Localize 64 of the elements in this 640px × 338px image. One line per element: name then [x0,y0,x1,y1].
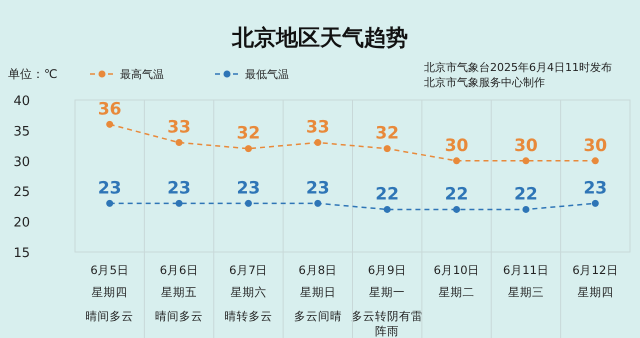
text: 星期二 [438,285,476,300]
data-label: 33 [167,118,191,138]
data-label: 23 [98,178,122,198]
text: 多云间晴 [294,309,342,323]
data-label: 36 [98,99,122,120]
point [106,200,114,207]
text: 晴转多云 [223,309,274,324]
data-label: 30 [583,136,608,156]
text: 星期三 [506,285,545,300]
text: 晴间多云 [84,309,135,324]
data-label: 32 [236,124,260,144]
text: 星期五 [160,285,198,300]
point [314,139,322,146]
point [384,145,391,152]
data-label: 23 [583,178,608,198]
x-tick-label: 6月7日 [229,263,268,277]
text: 星期六 [229,285,268,300]
point [384,206,391,213]
x-tick-label: 6月5日 [90,263,130,277]
x-tick-label: 6月12日 [572,263,618,277]
point [522,157,530,164]
x-tick-label: 6月6日 [160,263,198,277]
point [314,200,322,207]
text: 星期四 [90,285,129,300]
x-tick-label: 6月8日 [298,263,338,277]
data-label: 22 [514,184,538,204]
point [244,200,252,207]
text: 星期一 [368,285,406,300]
legend-label: 最低气温 [245,68,289,81]
data-label: 23 [236,178,260,198]
data-label: 23 [306,178,330,198]
point [453,157,460,164]
data-label: 32 [375,124,400,144]
point [592,157,599,164]
point [106,120,114,128]
point [176,139,183,146]
data-label: 30 [514,136,538,156]
point [592,200,599,207]
text: 北京市气象服务中心制作 [424,76,545,89]
legend-label: 最高气温 [120,68,164,81]
x-tick-label: 6月10日 [434,263,480,277]
data-label: 22 [375,184,400,204]
y-axis-title: 单位：℃ [8,67,58,81]
y-tick-label: 15 [13,246,30,261]
data-label: 23 [167,178,191,198]
point [522,206,530,213]
text: 星期四 [576,285,614,300]
text: 星期日 [298,285,337,300]
data-label: 22 [444,184,468,204]
chart-title: 北京地区天气趋势 [231,25,408,51]
data-label: 33 [306,118,330,138]
data-label: 30 [444,136,469,156]
text: 北京市气象台2025年6月4日11时发布 [424,61,612,74]
text: 晴间多云 [154,309,204,324]
x-tick-label: 6月11日 [502,263,549,277]
point [176,200,183,207]
point [244,145,252,152]
y-tick-label: 20 [13,216,30,231]
point [453,206,460,213]
y-tick-label: 35 [13,124,30,140]
y-tick-label: 40 [13,94,30,109]
y-tick-label: 30 [13,154,30,170]
y-tick-label: 25 [13,185,30,200]
x-tick-label: 6月9日 [368,263,407,277]
